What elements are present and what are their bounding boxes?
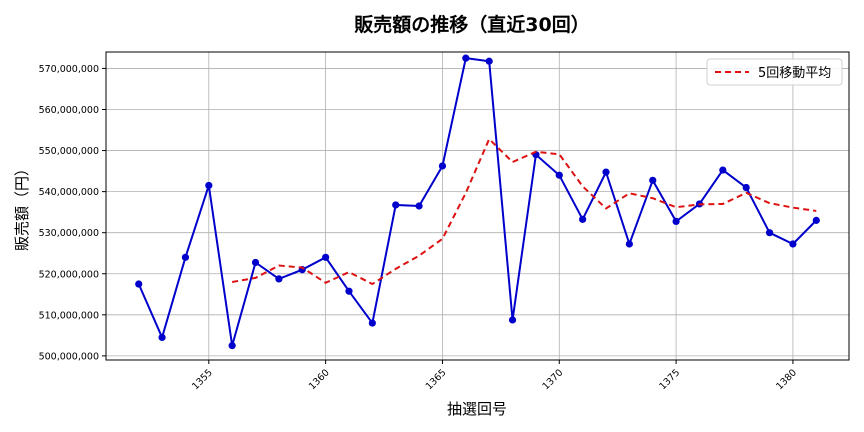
x-axis-label: 抽選回号	[447, 400, 507, 418]
sales-marker	[345, 287, 353, 295]
y-axis-ticks: 500,000,000 510,000,000 520,000,000 530,000…	[39, 64, 106, 362]
y-tick-label: 510,000,000	[39, 310, 99, 321]
sales-marker	[508, 316, 517, 324]
x-axis-ticks: 1355 1360 1365 1370 1375 1380	[190, 360, 799, 392]
sales-marker	[672, 217, 680, 225]
grid-lines	[106, 52, 849, 360]
sales-marker	[228, 342, 236, 350]
sales-marker	[368, 319, 376, 327]
sales-marker	[579, 215, 587, 223]
sales-marker	[158, 333, 166, 342]
sales-marker	[205, 181, 213, 190]
sales-marker	[392, 201, 400, 209]
sales-marker	[742, 183, 750, 192]
sales-marker	[602, 168, 610, 176]
y-tick-label: 540,000,000	[39, 187, 99, 198]
sales-marker	[438, 162, 447, 170]
y-tick-label: 550,000,000	[39, 146, 99, 157]
x-tick-label: 1360	[307, 367, 332, 392]
x-tick-label: 1365	[424, 367, 449, 392]
sales-marker	[135, 280, 143, 288]
sales-line	[137, 57, 818, 346]
y-tick-label: 520,000,000	[39, 269, 99, 280]
x-tick-label: 1380	[774, 367, 799, 392]
sales-marker	[625, 240, 633, 248]
y-tick-label: 500,000,000	[39, 351, 99, 362]
chart-title: 販売額の推移（直近30回）	[354, 13, 589, 36]
plot-frame	[105, 51, 850, 361]
sales-marker	[415, 202, 423, 210]
y-tick-label: 530,000,000	[39, 228, 99, 239]
legend-label-moving-average: 5回移動平均	[758, 66, 831, 81]
sales-marker	[765, 229, 774, 237]
sales-marker	[719, 166, 727, 174]
x-tick-label: 1355	[190, 367, 215, 392]
sales-marker	[649, 176, 657, 184]
data-series	[135, 54, 820, 350]
y-tick-label: 570,000,000	[39, 64, 99, 75]
sales-marker	[251, 258, 260, 267]
sales-marker	[181, 253, 190, 261]
sales-marker	[555, 171, 563, 179]
sales-marker	[462, 54, 470, 62]
sales-marker	[789, 240, 797, 248]
y-tick-label: 560,000,000	[39, 105, 99, 116]
moving-average-line	[231, 137, 817, 286]
legend-box	[706, 58, 843, 86]
legend: 5回移動平均	[706, 58, 843, 86]
sales-marker	[322, 253, 330, 261]
sales-marker	[812, 216, 820, 224]
x-tick-label: 1375	[657, 367, 682, 392]
sales-marker	[485, 57, 493, 65]
x-tick-label: 1370	[541, 367, 566, 392]
y-axis-label: 販売額（円）	[13, 161, 31, 251]
sales-marker	[275, 275, 283, 283]
